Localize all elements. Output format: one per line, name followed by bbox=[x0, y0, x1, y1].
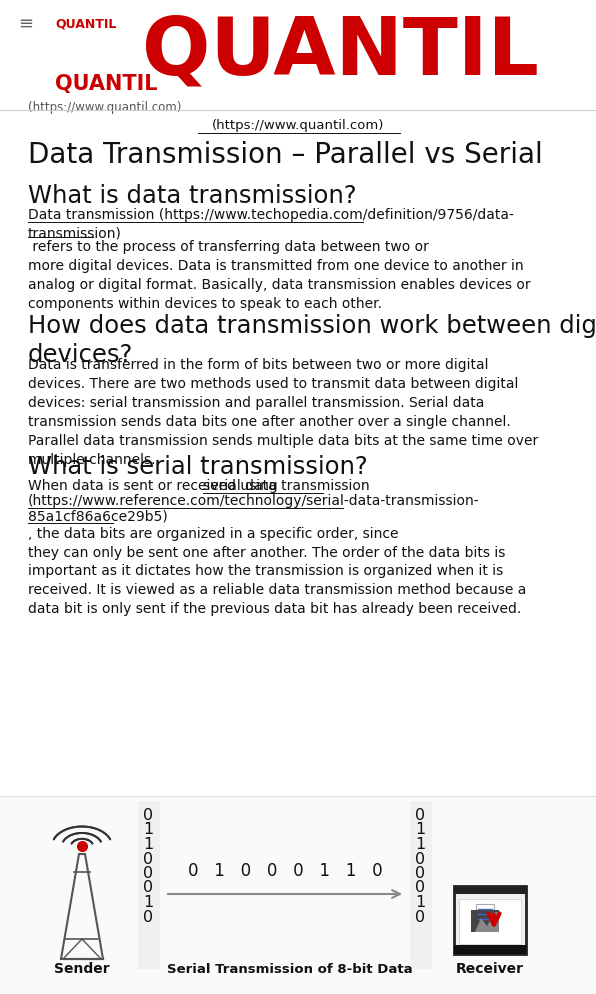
Bar bbox=[454, 886, 526, 954]
Text: refers to the process of transferring data between two or
more digital devices. : refers to the process of transferring da… bbox=[28, 241, 530, 311]
Bar bbox=[459, 899, 521, 944]
Text: 0: 0 bbox=[415, 866, 425, 881]
Text: 85a1cf86a6ce29b5): 85a1cf86a6ce29b5) bbox=[28, 509, 167, 524]
Text: 0: 0 bbox=[143, 910, 153, 924]
Text: ≡: ≡ bbox=[18, 15, 33, 33]
Text: 0: 0 bbox=[143, 881, 153, 896]
Bar bbox=[138, 801, 160, 969]
Text: 1: 1 bbox=[143, 895, 153, 910]
Text: 0: 0 bbox=[143, 866, 153, 881]
Bar bbox=[471, 910, 499, 932]
Text: What is data transmission?: What is data transmission? bbox=[28, 184, 356, 208]
Text: What is serial transmission?: What is serial transmission? bbox=[28, 455, 368, 479]
Text: (https://www.reference.com/technology/serial-data-transmission-: (https://www.reference.com/technology/se… bbox=[28, 494, 480, 508]
Text: 1: 1 bbox=[143, 822, 153, 838]
Text: (https://www.quantil.com): (https://www.quantil.com) bbox=[28, 101, 181, 114]
Text: serial data transmission: serial data transmission bbox=[203, 479, 370, 493]
Bar bbox=[454, 945, 526, 954]
Text: (https://www.quantil.com): (https://www.quantil.com) bbox=[212, 119, 384, 132]
Text: 1: 1 bbox=[415, 822, 425, 838]
Text: Sender: Sender bbox=[54, 962, 110, 976]
Text: 1: 1 bbox=[415, 895, 425, 910]
Text: 0: 0 bbox=[415, 881, 425, 896]
Text: 1: 1 bbox=[143, 837, 153, 852]
Text: Data transmission (https://www.techopedia.com/definition/9756/data-
transmission: Data transmission (https://www.techopedi… bbox=[28, 208, 514, 241]
Bar bbox=[454, 886, 526, 894]
Bar bbox=[476, 904, 494, 924]
Bar bbox=[410, 801, 432, 969]
Text: 0: 0 bbox=[143, 852, 153, 867]
Text: , the data bits are organized in a specific order, since
they can only be sent o: , the data bits are organized in a speci… bbox=[28, 527, 526, 616]
Text: 0: 0 bbox=[415, 808, 425, 823]
Text: When data is sent or received using: When data is sent or received using bbox=[28, 479, 282, 493]
Text: 1: 1 bbox=[415, 837, 425, 852]
Text: 0: 0 bbox=[415, 852, 425, 867]
Text: QUANTIL: QUANTIL bbox=[142, 13, 538, 91]
Text: 0   1   0   0   0   1   1   0: 0 1 0 0 0 1 1 0 bbox=[188, 862, 382, 880]
Polygon shape bbox=[475, 912, 499, 932]
Text: Data is transferred in the form of bits between two or more digital
devices. The: Data is transferred in the form of bits … bbox=[28, 358, 538, 467]
Text: QUANTIL: QUANTIL bbox=[55, 74, 157, 94]
Text: Receiver: Receiver bbox=[456, 962, 524, 976]
Text: 0: 0 bbox=[415, 910, 425, 924]
Text: How does data transmission work between digital
devices?: How does data transmission work between … bbox=[28, 314, 596, 367]
Text: 0: 0 bbox=[143, 808, 153, 823]
Bar bbox=[0, 796, 596, 994]
Text: QUANTIL: QUANTIL bbox=[55, 18, 116, 31]
Text: Data Transmission – Parallel vs Serial: Data Transmission – Parallel vs Serial bbox=[28, 141, 543, 169]
Bar bbox=[0, 0, 596, 110]
Text: Serial Transmission of 8-bit Data: Serial Transmission of 8-bit Data bbox=[167, 963, 413, 976]
